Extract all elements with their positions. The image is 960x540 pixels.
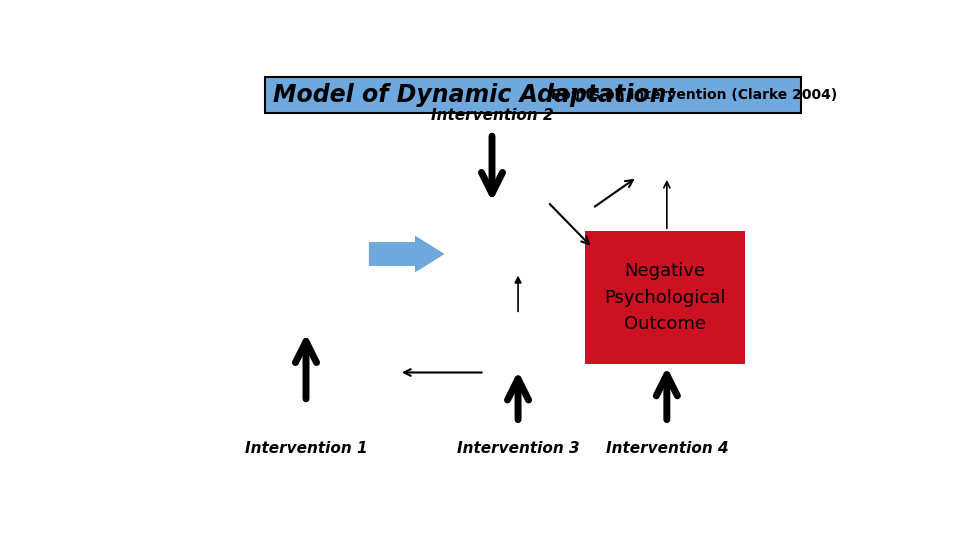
FancyArrow shape: [370, 237, 444, 272]
Text: Intervention 3: Intervention 3: [457, 441, 579, 456]
Text: Points on Intervention (Clarke 2004): Points on Intervention (Clarke 2004): [546, 88, 837, 102]
FancyBboxPatch shape: [585, 231, 745, 364]
Text: Intervention 2: Intervention 2: [431, 109, 553, 124]
Text: Model of Dynamic Adaptation:: Model of Dynamic Adaptation:: [273, 83, 676, 107]
Text: Intervention 4: Intervention 4: [606, 441, 728, 456]
FancyBboxPatch shape: [265, 77, 801, 113]
Text: Intervention 1: Intervention 1: [245, 441, 368, 456]
Text: Negative
Psychological
Outcome: Negative Psychological Outcome: [604, 262, 726, 333]
